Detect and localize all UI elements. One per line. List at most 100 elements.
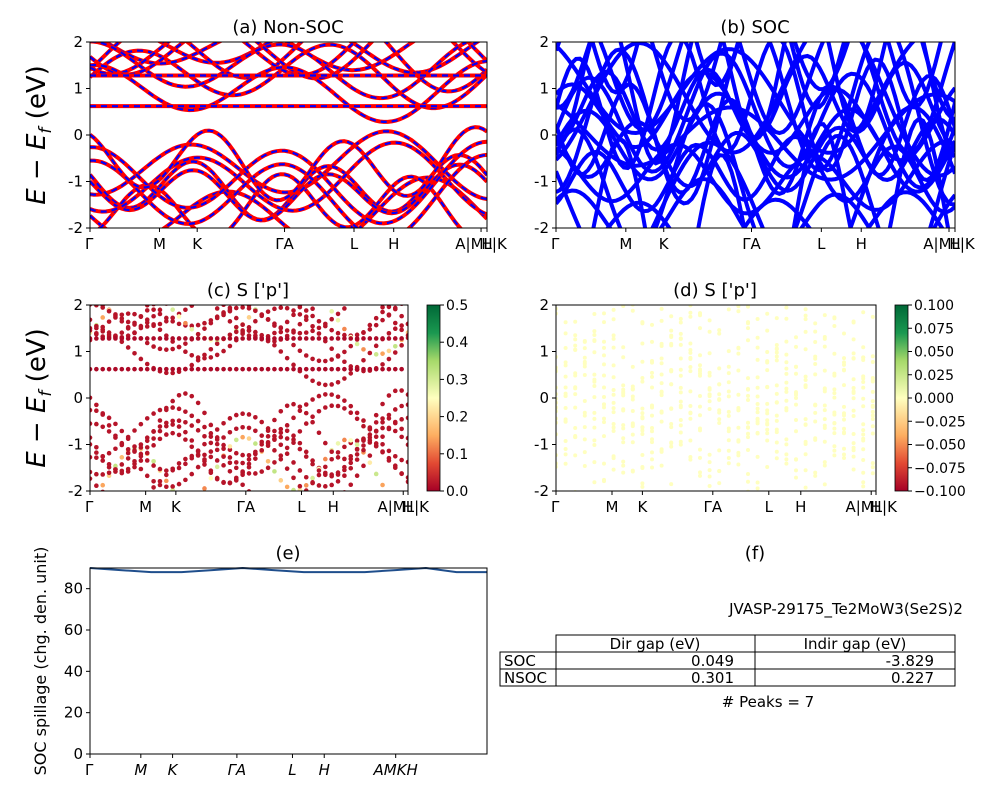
spillage-dot (176, 336, 182, 341)
spillage-dot (265, 336, 271, 341)
spillage-dot (284, 428, 290, 434)
spillage-dot (189, 362, 195, 368)
spillage-dot (317, 283, 322, 288)
spillage-dot (214, 336, 220, 341)
spillage-dot (842, 426, 846, 431)
spillage-dot (329, 327, 334, 333)
spillage-dot (348, 453, 354, 459)
spillage-dot (164, 347, 169, 352)
spillage-dot (310, 366, 315, 372)
spillage-dot (592, 333, 597, 338)
spillage-dot (125, 446, 131, 452)
spillage-dot (183, 419, 188, 425)
spillage-dot (221, 463, 226, 468)
table-header-indir: Indir gap (eV) (804, 635, 907, 653)
spillage-dot (253, 366, 258, 372)
spillage-dot (151, 323, 156, 329)
spillage-dot (335, 472, 341, 477)
spillage-dot (208, 355, 214, 360)
spillage-dot (851, 377, 856, 382)
spillage-dot (157, 478, 163, 484)
spillage-dot (602, 244, 606, 248)
spillage-dot (88, 300, 93, 305)
spillage-dot (90, 395, 93, 401)
spillage-dot (746, 420, 750, 425)
band-soc (556, 42, 955, 166)
spillage-dot (214, 341, 220, 347)
spillage-dot (804, 244, 808, 248)
spillage-dot (214, 366, 220, 372)
panel-a-xticks: Γ M K ΓA L H A|ML|KH (85, 228, 508, 253)
xtick-label: L (817, 235, 826, 253)
spillage-dot (611, 410, 616, 415)
spillage-dot (348, 274, 353, 279)
spillage-dot (214, 476, 220, 482)
spillage-dot (630, 409, 635, 414)
spillage-dot (144, 438, 150, 444)
spillage-dot (342, 398, 347, 403)
spillage-dot (755, 345, 760, 350)
spillage-dot (399, 290, 404, 295)
spillage-dot (870, 404, 875, 409)
spillage-dot (842, 404, 846, 409)
spillage-dot (342, 467, 347, 473)
spillage-dot (399, 417, 404, 422)
spillage-dot (784, 360, 789, 365)
spillage-dot (399, 366, 404, 372)
band-nonsoc-down (90, 42, 470, 100)
spillage-dot (183, 288, 188, 293)
spillage-dot (746, 326, 750, 331)
spillage-dot (640, 341, 645, 346)
spillage-dot (650, 413, 654, 418)
spillage-dot (573, 274, 577, 278)
spillage-dot (329, 449, 334, 455)
spillage-dot (266, 504, 271, 509)
xtick-label: M (619, 235, 632, 253)
ytick-label: -1 (534, 173, 549, 191)
spillage-dot (259, 469, 265, 474)
spillage-dot (842, 411, 846, 416)
spillage-dot (774, 400, 779, 405)
spillage-dot (746, 393, 750, 398)
spillage-dot (272, 366, 277, 372)
spillage-dot (106, 450, 112, 456)
spillage-dot (342, 326, 347, 332)
spillage-dot (726, 455, 731, 460)
spillage-dot (405, 415, 408, 421)
xtick-label: H (795, 498, 806, 516)
spillage-dot (335, 379, 341, 385)
spillage-dot (195, 322, 201, 328)
spillage-dot (329, 274, 334, 279)
panel-d-title: (d) S ['p'] (673, 280, 757, 301)
spillage-dot (563, 438, 568, 443)
spillage-dot (784, 277, 788, 281)
spillage-dot (813, 470, 818, 475)
spillage-dot (94, 471, 99, 477)
spillage-dot (669, 257, 673, 261)
spillage-dot (297, 366, 303, 372)
spillage-dot (717, 331, 722, 336)
spillage-dot (157, 482, 163, 488)
spillage-dot (202, 352, 207, 358)
spillage-dot (755, 410, 760, 415)
panel-b-bands (556, 42, 955, 228)
spillage-dot (765, 360, 770, 365)
spillage-dot (361, 330, 366, 335)
spillage-dot (861, 310, 866, 315)
band-nonsoc-down (90, 141, 487, 216)
spillage-dot (563, 374, 568, 379)
spillage-dot (373, 420, 379, 425)
spillage-dot (698, 470, 702, 475)
xtick-label: ΓA (228, 761, 247, 779)
spillage-dot (794, 293, 798, 297)
spillage-dot (259, 419, 265, 425)
spillage-dot (170, 336, 175, 341)
spillage-dot (125, 336, 131, 341)
spillage-dot (554, 263, 558, 267)
spillage-dot (592, 274, 596, 278)
spillage-dot (107, 291, 112, 296)
spillage-dot (94, 305, 99, 308)
spillage-dot (329, 482, 334, 488)
spillage-dot (170, 366, 175, 372)
spillage-dot (170, 467, 175, 473)
